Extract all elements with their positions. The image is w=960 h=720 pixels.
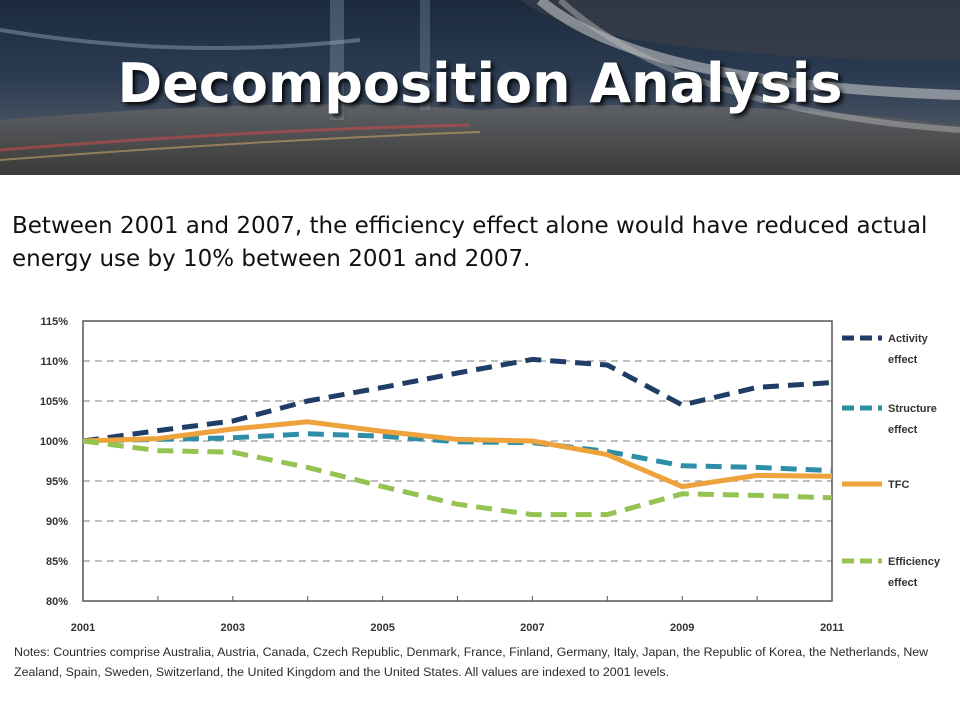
body-text: Between 2001 and 2007, the efficiency ef… — [12, 213, 928, 272]
legend-label: effect — [888, 424, 918, 436]
legend-label: effect — [888, 577, 918, 589]
slide-title: Decomposition Analysis — [117, 52, 843, 115]
chart-legend: Activity effect Structure effect TFC Efficien… — [842, 333, 941, 589]
y-tick-label: 85% — [46, 556, 68, 568]
x-tick-label: 2007 — [520, 622, 544, 634]
series-line-tfc — [82, 419, 833, 490]
series-line-activity-effect — [82, 356, 833, 444]
y-tick-label: 100% — [40, 436, 68, 448]
y-tick-label: 110% — [40, 356, 68, 368]
x-tick-label: 2005 — [370, 622, 394, 634]
bridge-arch-graphic — [0, 0, 960, 175]
x-axis-ticks: 2001 2003 2005 2007 2009 2011 — [71, 622, 844, 634]
y-tick-label: 80% — [46, 596, 68, 608]
y-tick-label: 105% — [40, 396, 68, 408]
legend-label: Activity — [888, 333, 929, 345]
y-axis-ticks: 115% 110% 105% 100% 95% 90% 85% 80% — [40, 316, 68, 608]
y-tick-label: 95% — [46, 476, 68, 488]
chart-notes: Notes: Countries comprise Australia, Aus… — [14, 645, 929, 679]
y-tick-label: 90% — [46, 516, 68, 528]
x-tick-label: 2011 — [820, 622, 844, 634]
x-tick-label: 2001 — [71, 622, 95, 634]
x-tick-label: 2009 — [670, 622, 694, 634]
y-tick-label: 115% — [40, 316, 68, 328]
x-tick-label: 2003 — [221, 622, 245, 634]
series-line-efficiency-effect — [82, 438, 833, 518]
header-banner-image: Decomposition Analysis — [0, 0, 960, 175]
legend-label: Efficiency — [888, 556, 941, 568]
legend-label: effect — [888, 354, 918, 366]
chart-series — [82, 356, 833, 518]
legend-label: Structure — [888, 403, 937, 415]
legend-label: TFC — [888, 479, 909, 491]
series-line-structure-effect — [82, 431, 833, 474]
decomposition-line-chart: 115%110%105%100%95%90%85%80% 2001 2003 200… — [40, 316, 941, 634]
plot-frame — [82, 320, 833, 602]
